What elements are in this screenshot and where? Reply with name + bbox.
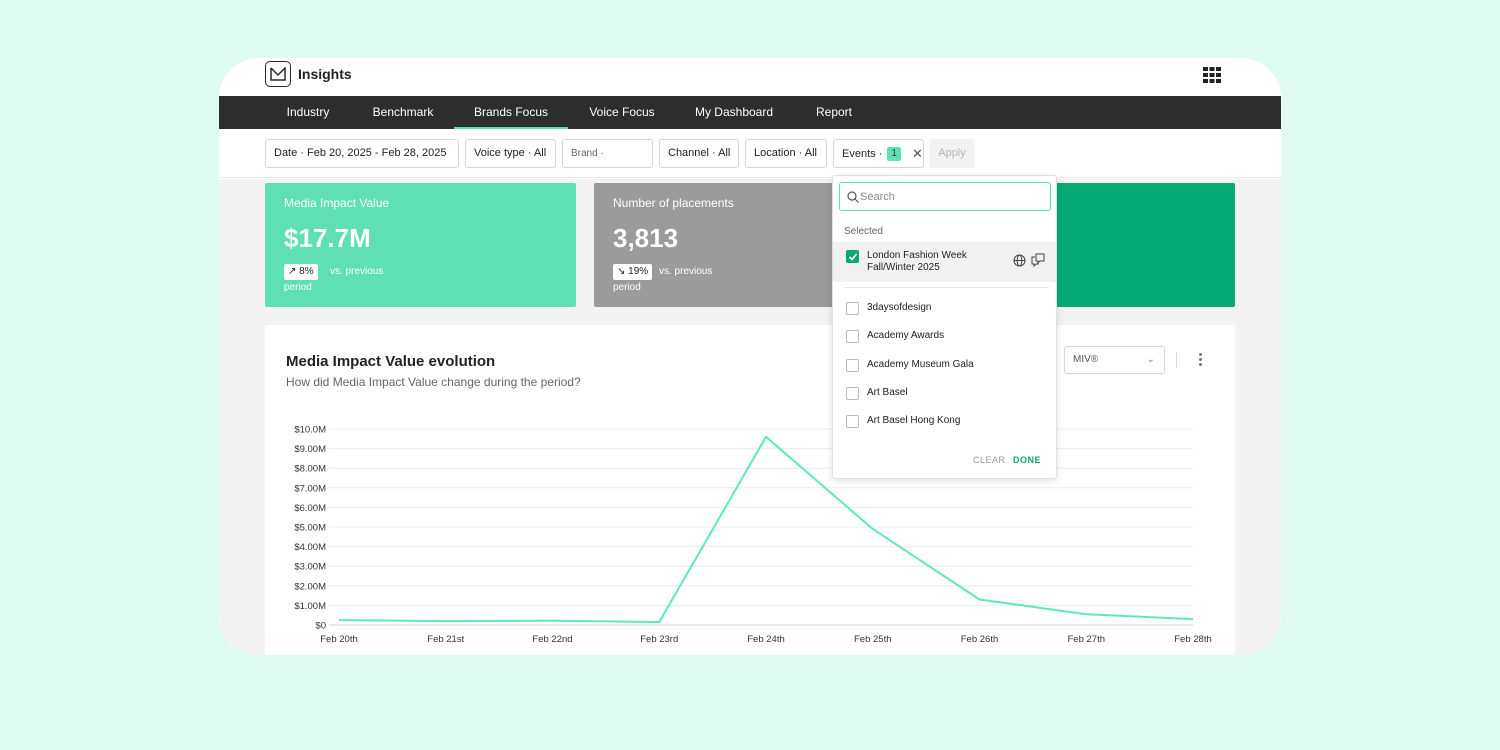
- event-option[interactable]: Academy Museum Gala: [833, 356, 1056, 376]
- nav-industry[interactable]: Industry: [286, 105, 330, 119]
- kpi-compare-text: vs. previous: [330, 266, 384, 277]
- selected-event-row[interactable]: London Fashion Week Fall/Winter 2025: [833, 242, 1056, 282]
- x-tick-label: Feb 20th: [320, 634, 358, 645]
- checkbox[interactable]: [846, 330, 859, 343]
- event-option[interactable]: Art Basel Hong Kong: [833, 412, 1056, 432]
- event-option-label: Art Basel: [867, 387, 908, 398]
- x-tick-label: Feb 21st: [427, 634, 464, 645]
- metric-select-value: MIV®: [1073, 354, 1099, 365]
- nav-benchmark[interactable]: Benchmark: [372, 105, 434, 119]
- events-dropdown: Selected London Fashion Week Fall/Winter…: [832, 175, 1057, 479]
- y-tick-label: $10.0M: [294, 425, 326, 436]
- event-option-label: Academy Awards: [867, 330, 945, 341]
- x-tick-label: Feb 28th: [1174, 634, 1212, 645]
- checkbox[interactable]: [846, 359, 859, 372]
- event-option-label: Academy Museum Gala: [867, 359, 974, 370]
- y-tick-label: $2.00M: [294, 581, 326, 592]
- chevron-down-icon: ⌄: [1146, 354, 1155, 365]
- x-tick-label: Feb 25th: [854, 634, 892, 645]
- comment-tag-icon: [1031, 253, 1045, 272]
- brand-filter[interactable]: Brand ·: [562, 139, 653, 168]
- checkbox[interactable]: [846, 387, 859, 400]
- app-window: Insights Industry Benchmark Brands Focus…: [219, 58, 1281, 655]
- divider: [1176, 352, 1177, 368]
- voice-type-filter[interactable]: Voice type · All: [465, 139, 556, 168]
- y-tick-label: $9.00M: [294, 444, 326, 455]
- x-tick-label: Feb 27th: [1068, 634, 1106, 645]
- kpi-label: Number of placements: [613, 196, 734, 210]
- search-box[interactable]: [839, 182, 1051, 211]
- nav-brands-focus[interactable]: Brands Focus: [454, 96, 568, 129]
- done-button[interactable]: DONE: [1013, 455, 1042, 465]
- kpi-delta: ↘ 19%: [613, 264, 653, 280]
- kpi-delta: ↗ 8%: [284, 264, 318, 280]
- top-bar: Insights: [219, 58, 1281, 96]
- events-count-badge: 1: [887, 147, 901, 161]
- kpi-compare-text-2: period: [613, 282, 641, 293]
- nav-voice-focus[interactable]: Voice Focus: [589, 105, 655, 119]
- series-line: [338, 435, 1194, 624]
- y-tick-label: $3.00M: [294, 562, 326, 573]
- nav-report[interactable]: Report: [815, 105, 853, 119]
- y-tick-label: $7.00M: [294, 483, 326, 494]
- events-filter[interactable]: Events · 1 ✕: [833, 139, 924, 168]
- selected-event-label: London Fashion Week Fall/Winter 2025: [867, 250, 982, 274]
- kpi-label: Media Impact Value: [284, 196, 390, 210]
- events-filter-label: Events ·: [842, 148, 883, 160]
- checkbox[interactable]: [846, 415, 859, 428]
- channel-filter[interactable]: Channel · All: [659, 139, 739, 168]
- close-icon[interactable]: ✕: [912, 146, 923, 161]
- x-tick-label: Feb 24th: [747, 634, 785, 645]
- search-icon: [847, 190, 859, 208]
- miv-line-chart: $0 $1.00M $2.00M $3.00M $4.00M $5.00M $6.00M $7…: [294, 425, 1212, 646]
- event-option[interactable]: Art Basel: [833, 384, 1056, 404]
- filter-bar: Date · Feb 20, 2025 - Feb 28, 2025 Voice…: [219, 129, 1281, 178]
- event-option-label: Art Basel Hong Kong: [867, 415, 961, 426]
- kpi-value: 3,813: [613, 223, 679, 253]
- y-tick-label: $0: [315, 621, 326, 632]
- x-tick-label: Feb 22nd: [532, 634, 572, 645]
- event-option[interactable]: 3daysofdesign: [833, 299, 1056, 319]
- event-option[interactable]: Academy Awards: [833, 327, 1056, 347]
- clear-button[interactable]: CLEAR: [973, 455, 1006, 465]
- apps-grid-icon[interactable]: [1203, 67, 1221, 83]
- y-tick-label: $5.00M: [294, 523, 326, 534]
- metric-select[interactable]: MIV® ⌄: [1064, 346, 1165, 374]
- kpi-compare-text-2: period: [284, 282, 312, 293]
- divider: [844, 287, 1049, 288]
- location-filter[interactable]: Location · All: [745, 139, 827, 168]
- main-content: Media Impact Value $17.7M ↗ 8% vs. previ…: [219, 179, 1281, 655]
- x-tick-label: Feb 23rd: [640, 634, 678, 645]
- app-title: Insights: [298, 66, 352, 82]
- nav-my-dashboard[interactable]: My Dashboard: [694, 105, 774, 119]
- miv-evolution-panel: Media Impact Value evolution How did Med…: [265, 325, 1235, 655]
- kpi-compare-text: vs. previous: [659, 266, 713, 277]
- kpi-card-miv[interactable]: Media Impact Value $17.7M ↗ 8% vs. previ…: [265, 183, 576, 307]
- kpi-value: $17.7M: [284, 223, 371, 253]
- selected-event-line-2: Fall/Winter 2025: [867, 262, 940, 273]
- panel-title: Media Impact Value evolution: [286, 353, 496, 370]
- y-tick-label: $1.00M: [294, 601, 326, 612]
- y-tick-label: $8.00M: [294, 464, 326, 475]
- y-tick-label: $6.00M: [294, 503, 326, 514]
- search-input[interactable]: [860, 187, 1045, 207]
- more-menu-icon[interactable]: [1196, 351, 1204, 369]
- x-tick-label: Feb 26th: [961, 634, 999, 645]
- globe-icon: [1013, 254, 1026, 272]
- apply-button[interactable]: Apply: [929, 139, 975, 168]
- date-filter[interactable]: Date · Feb 20, 2025 - Feb 28, 2025: [265, 139, 459, 168]
- checkbox[interactable]: [846, 302, 859, 315]
- logo-icon[interactable]: [265, 61, 291, 87]
- selected-header: Selected: [844, 226, 883, 237]
- selected-event-line-1: London Fashion Week: [867, 250, 967, 261]
- event-option-label: 3daysofdesign: [867, 302, 932, 313]
- panel-subtitle: How did Media Impact Value change during…: [286, 375, 581, 389]
- y-tick-label: $4.00M: [294, 542, 326, 553]
- main-nav: Industry Benchmark Brands Focus Voice Fo…: [219, 96, 1281, 129]
- checkbox-checked[interactable]: [846, 250, 859, 263]
